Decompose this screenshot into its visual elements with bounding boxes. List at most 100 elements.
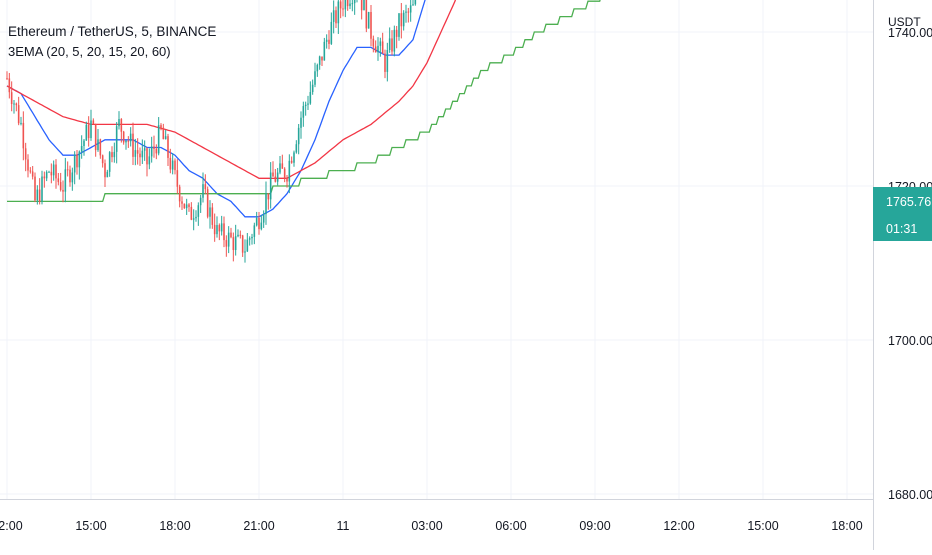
candle-body bbox=[391, 38, 393, 52]
candle-body bbox=[141, 150, 144, 158]
y-tick-label: 1700.00 bbox=[888, 334, 932, 348]
candle-body bbox=[195, 216, 197, 219]
candle-body bbox=[171, 160, 174, 170]
candle-body bbox=[92, 120, 95, 124]
candle-body bbox=[192, 218, 195, 220]
candle-body bbox=[227, 232, 230, 247]
candle-body bbox=[143, 148, 146, 151]
candle-body bbox=[374, 46, 377, 53]
candle-body bbox=[85, 124, 88, 141]
candle-body bbox=[209, 207, 211, 217]
y-tick-label: 1740.00 bbox=[888, 26, 932, 40]
indicator-label[interactable]: 3EMA (20, 5, 20, 15, 20, 60) bbox=[8, 44, 171, 59]
candle-body bbox=[120, 119, 123, 132]
candle-body bbox=[318, 56, 321, 65]
candle-body bbox=[169, 157, 172, 170]
x-tick-label: 09:00 bbox=[579, 519, 610, 533]
x-tick-label: 18:00 bbox=[831, 519, 862, 533]
last-price-tag: 1765.76 01:31 bbox=[873, 187, 932, 241]
candle-body bbox=[178, 186, 181, 202]
candle-body bbox=[181, 201, 183, 204]
candle-body bbox=[295, 144, 298, 153]
countdown-label: 01:31 bbox=[886, 222, 917, 236]
candle-body bbox=[372, 38, 375, 47]
candle-body bbox=[260, 222, 263, 230]
candle-body bbox=[281, 163, 284, 169]
candle-body bbox=[330, 21, 333, 44]
candle-body bbox=[122, 131, 125, 143]
candle-body bbox=[300, 117, 302, 128]
currency-label: USDT bbox=[888, 15, 921, 29]
candle-body bbox=[302, 106, 305, 118]
x-tick-label: 06:00 bbox=[495, 519, 526, 533]
candle-body bbox=[190, 206, 193, 220]
candle-body bbox=[213, 224, 216, 235]
candle-body bbox=[38, 189, 41, 202]
candle-body bbox=[183, 203, 186, 209]
candle-body bbox=[288, 160, 291, 182]
candle-body bbox=[405, 11, 407, 13]
candle-body bbox=[13, 103, 15, 105]
candle-body bbox=[335, 10, 337, 24]
candle-body bbox=[24, 148, 27, 160]
candle-body bbox=[29, 170, 32, 172]
candle-body bbox=[73, 154, 76, 173]
candle-body bbox=[220, 223, 223, 232]
candle-body bbox=[286, 178, 288, 182]
candle-body bbox=[146, 148, 148, 165]
candle-body bbox=[148, 156, 151, 165]
candle-body bbox=[36, 189, 39, 201]
candle-body bbox=[111, 152, 113, 158]
candle-body bbox=[395, 29, 398, 37]
candle-body bbox=[104, 163, 106, 178]
candle-body bbox=[10, 92, 13, 104]
candle-body bbox=[83, 140, 85, 147]
candle-body bbox=[55, 164, 57, 179]
candle-body bbox=[80, 146, 83, 152]
candle-body bbox=[384, 53, 386, 72]
candle-body bbox=[106, 171, 109, 178]
candle-body bbox=[188, 204, 190, 207]
candle-body bbox=[360, 0, 363, 11]
candle-body bbox=[342, 8, 344, 10]
candle-body bbox=[258, 217, 260, 230]
candle-body bbox=[197, 205, 200, 217]
y-tick-label: 1680.00 bbox=[888, 488, 932, 502]
candle-body bbox=[339, 1, 342, 9]
candle-body bbox=[202, 184, 204, 198]
candle-body bbox=[344, 0, 347, 10]
candle-body bbox=[76, 154, 78, 168]
candle-body bbox=[34, 176, 36, 201]
candle-body bbox=[307, 103, 309, 105]
series-line-2 bbox=[6, 0, 457, 179]
candle-body bbox=[370, 12, 372, 39]
candle-body bbox=[52, 164, 55, 176]
candle-body bbox=[279, 163, 281, 173]
candle-body bbox=[321, 56, 323, 61]
candle-body bbox=[216, 225, 218, 235]
symbol-title[interactable]: Ethereum / TetherUS, 5, BINANCE bbox=[8, 24, 217, 39]
candle-body bbox=[351, 3, 354, 5]
candle-body bbox=[48, 171, 50, 173]
candle-body bbox=[139, 153, 141, 158]
candle-body bbox=[237, 234, 239, 237]
candle-body bbox=[50, 171, 53, 176]
candle-body bbox=[246, 239, 249, 252]
candle-body bbox=[230, 232, 232, 238]
candle-body bbox=[274, 176, 277, 182]
candle-body bbox=[225, 240, 228, 247]
candle-body bbox=[66, 169, 69, 171]
candle-body bbox=[41, 176, 43, 202]
candle-body bbox=[241, 235, 244, 253]
candle-body bbox=[62, 189, 64, 192]
series-line-3 bbox=[7, 0, 601, 203]
candle-body bbox=[78, 151, 81, 168]
candle-body bbox=[323, 41, 326, 61]
candle-body bbox=[157, 125, 160, 154]
candle-body bbox=[64, 169, 67, 192]
candle-body bbox=[101, 155, 104, 164]
candle-body bbox=[94, 123, 97, 151]
candle-body bbox=[255, 217, 258, 226]
candle-body bbox=[232, 237, 235, 251]
